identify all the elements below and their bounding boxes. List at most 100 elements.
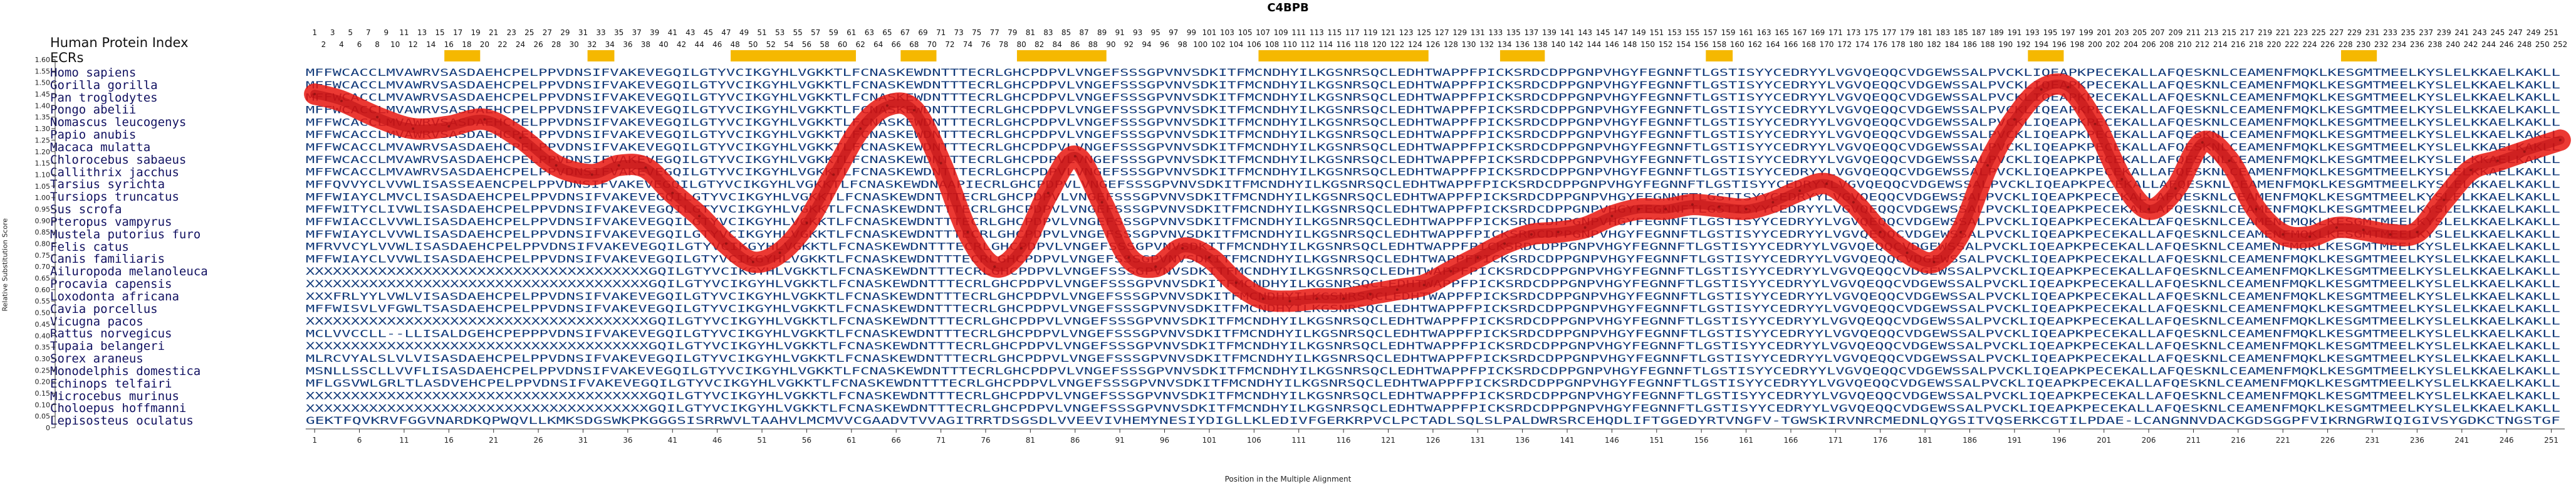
ruler-bottom-label: 220 bbox=[2267, 40, 2281, 49]
ruler-top-label: 139 bbox=[1542, 28, 1557, 37]
ruler-bottom-label: 164 bbox=[1766, 40, 1780, 49]
ruler-top-label: 221 bbox=[2276, 28, 2290, 37]
y-tick-label: 0.45 bbox=[35, 320, 51, 329]
ruler-bottom-label: 44 bbox=[694, 40, 704, 49]
ruler-bottom-label: 116 bbox=[1337, 40, 1351, 49]
species-name: Sus scrofa bbox=[50, 203, 122, 217]
ruler-top-label: 5 bbox=[348, 28, 353, 37]
ruler-top-label: 191 bbox=[2007, 28, 2021, 37]
ruler-bottom-label: 112 bbox=[1301, 40, 1315, 49]
x-tick-label: 166 bbox=[1784, 436, 1798, 445]
ruler-top-label: 105 bbox=[1238, 28, 1253, 37]
ecr-bar bbox=[1258, 50, 1429, 61]
x-tick-label: 211 bbox=[2186, 436, 2201, 445]
ruler-top-label: 117 bbox=[1345, 28, 1360, 37]
species-sequence: MFFWITYCLIVWLISASDAEHCPELPPVDNSIFVAKEVEG… bbox=[306, 203, 2560, 215]
score-point bbox=[1288, 300, 1291, 303]
ruler-bottom-label: 24 bbox=[516, 40, 525, 49]
ruler-bottom-label: 142 bbox=[1569, 40, 1583, 49]
ruler-bottom-label: 188 bbox=[1981, 40, 1995, 49]
x-tick-label: 196 bbox=[2052, 436, 2067, 445]
ruler-top-label: 231 bbox=[2365, 28, 2380, 37]
ruler-bottom-label: 214 bbox=[2213, 40, 2228, 49]
ruler-top-label: 247 bbox=[2508, 28, 2523, 37]
ruler-bottom-label: 168 bbox=[1802, 40, 1816, 49]
x-tick-label: 81 bbox=[1026, 436, 1035, 445]
ruler-top-label: 59 bbox=[829, 28, 838, 37]
ruler-bottom-label: 202 bbox=[2106, 40, 2120, 49]
species-name: Procavia capensis bbox=[50, 277, 172, 292]
score-point bbox=[447, 125, 451, 128]
score-point bbox=[555, 164, 558, 167]
species-sequence: MFLGSVWLGRLTLASDVEHCPELPPVDNSIFVAKEVEGQI… bbox=[306, 378, 2560, 389]
ruler-bottom-label: 144 bbox=[1587, 40, 1601, 49]
y-tick-label: 1.35 bbox=[35, 114, 51, 122]
species-sequence: MFFQVVYCLVVWLISASSEAENCPELPPVDNSIFVAKEVE… bbox=[306, 178, 2560, 190]
species-name: Chlorocebus sabaeus bbox=[50, 152, 187, 167]
species-name: Nomascus leucogenys bbox=[50, 115, 187, 130]
ruler-bottom-label: 128 bbox=[1444, 40, 1458, 49]
score-point bbox=[1476, 256, 1479, 259]
score-point bbox=[1583, 226, 1587, 229]
species-name: Tupaia belangeri bbox=[50, 339, 165, 354]
score-point bbox=[2013, 118, 2016, 121]
ruler-bottom-label: 158 bbox=[1712, 40, 1726, 49]
ruler-bottom-label: 4 bbox=[339, 40, 344, 49]
y-tick-label: 0.30 bbox=[35, 355, 51, 363]
x-tick-label: 171 bbox=[1828, 436, 1843, 445]
ruler-top-label: 39 bbox=[650, 28, 659, 37]
x-tick-label: 246 bbox=[2500, 436, 2514, 445]
ruler-bottom-label: 52 bbox=[766, 40, 776, 49]
species-name: Canis familiaris bbox=[50, 252, 165, 267]
y-tick-label: 1.20 bbox=[35, 148, 51, 156]
ruler-bottom-label: 208 bbox=[2159, 40, 2174, 49]
ruler-bottom-label: 16 bbox=[444, 40, 454, 49]
ecr-bar bbox=[1499, 50, 1545, 61]
ruler-bottom-label: 234 bbox=[2392, 40, 2406, 49]
ruler-top-label: 109 bbox=[1274, 28, 1288, 37]
y-tick-label: 1.50 bbox=[35, 79, 51, 87]
species-name: Macaca mulatta bbox=[50, 140, 151, 154]
score-point bbox=[1395, 288, 1399, 291]
ruler-top-label: 67 bbox=[900, 28, 910, 37]
x-tick-label: 106 bbox=[1247, 436, 1261, 445]
ruler-bottom-label: 206 bbox=[2142, 40, 2156, 49]
score-point bbox=[1422, 283, 1426, 287]
score-point bbox=[1986, 164, 1989, 167]
x-tick-label: 231 bbox=[2365, 436, 2380, 445]
species-name: Sorex araneus bbox=[50, 352, 143, 366]
ruler-bottom-label: 132 bbox=[1479, 40, 1494, 49]
score-point bbox=[1369, 293, 1372, 296]
x-tick-label: 61 bbox=[847, 436, 856, 445]
ruler-top-label: 187 bbox=[1971, 28, 1986, 37]
ruler-bottom-label: 28 bbox=[551, 40, 561, 49]
species-name: Ailuropoda melanoleuca bbox=[50, 265, 208, 279]
ruler-bottom-label: 186 bbox=[1963, 40, 1977, 49]
ruler-top-label: 127 bbox=[1435, 28, 1449, 37]
score-point bbox=[1664, 208, 1667, 211]
ruler-top-label: 65 bbox=[882, 28, 892, 37]
ruler-top-label: 37 bbox=[632, 28, 641, 37]
ruler-top-label: 251 bbox=[2544, 28, 2558, 37]
score-point bbox=[2281, 233, 2285, 236]
ruler-top-label: 163 bbox=[1757, 28, 1771, 37]
score-point bbox=[376, 115, 379, 119]
human-protein-index-label: Human Protein Index bbox=[50, 35, 189, 50]
ruler-bottom-label: 178 bbox=[1891, 40, 1906, 49]
ruler-bottom-label: 58 bbox=[820, 40, 829, 49]
x-tick-label: 161 bbox=[1739, 436, 1753, 445]
ecr-bar bbox=[1706, 50, 1733, 61]
ruler-top-label: 197 bbox=[2061, 28, 2075, 37]
ruler-top-label: 115 bbox=[1327, 28, 1342, 37]
score-point bbox=[885, 104, 889, 107]
ruler-top-label: 239 bbox=[2437, 28, 2451, 37]
score-point bbox=[1530, 233, 1533, 236]
score-point bbox=[617, 164, 620, 167]
species-name: Microcebus murinus bbox=[50, 389, 179, 403]
y-tick-label: 0.20 bbox=[35, 378, 51, 386]
score-point bbox=[313, 93, 316, 96]
species-name: Tursiops truncatus bbox=[50, 190, 179, 204]
score-point bbox=[993, 265, 996, 268]
ruler-top-label: 21 bbox=[489, 28, 498, 37]
